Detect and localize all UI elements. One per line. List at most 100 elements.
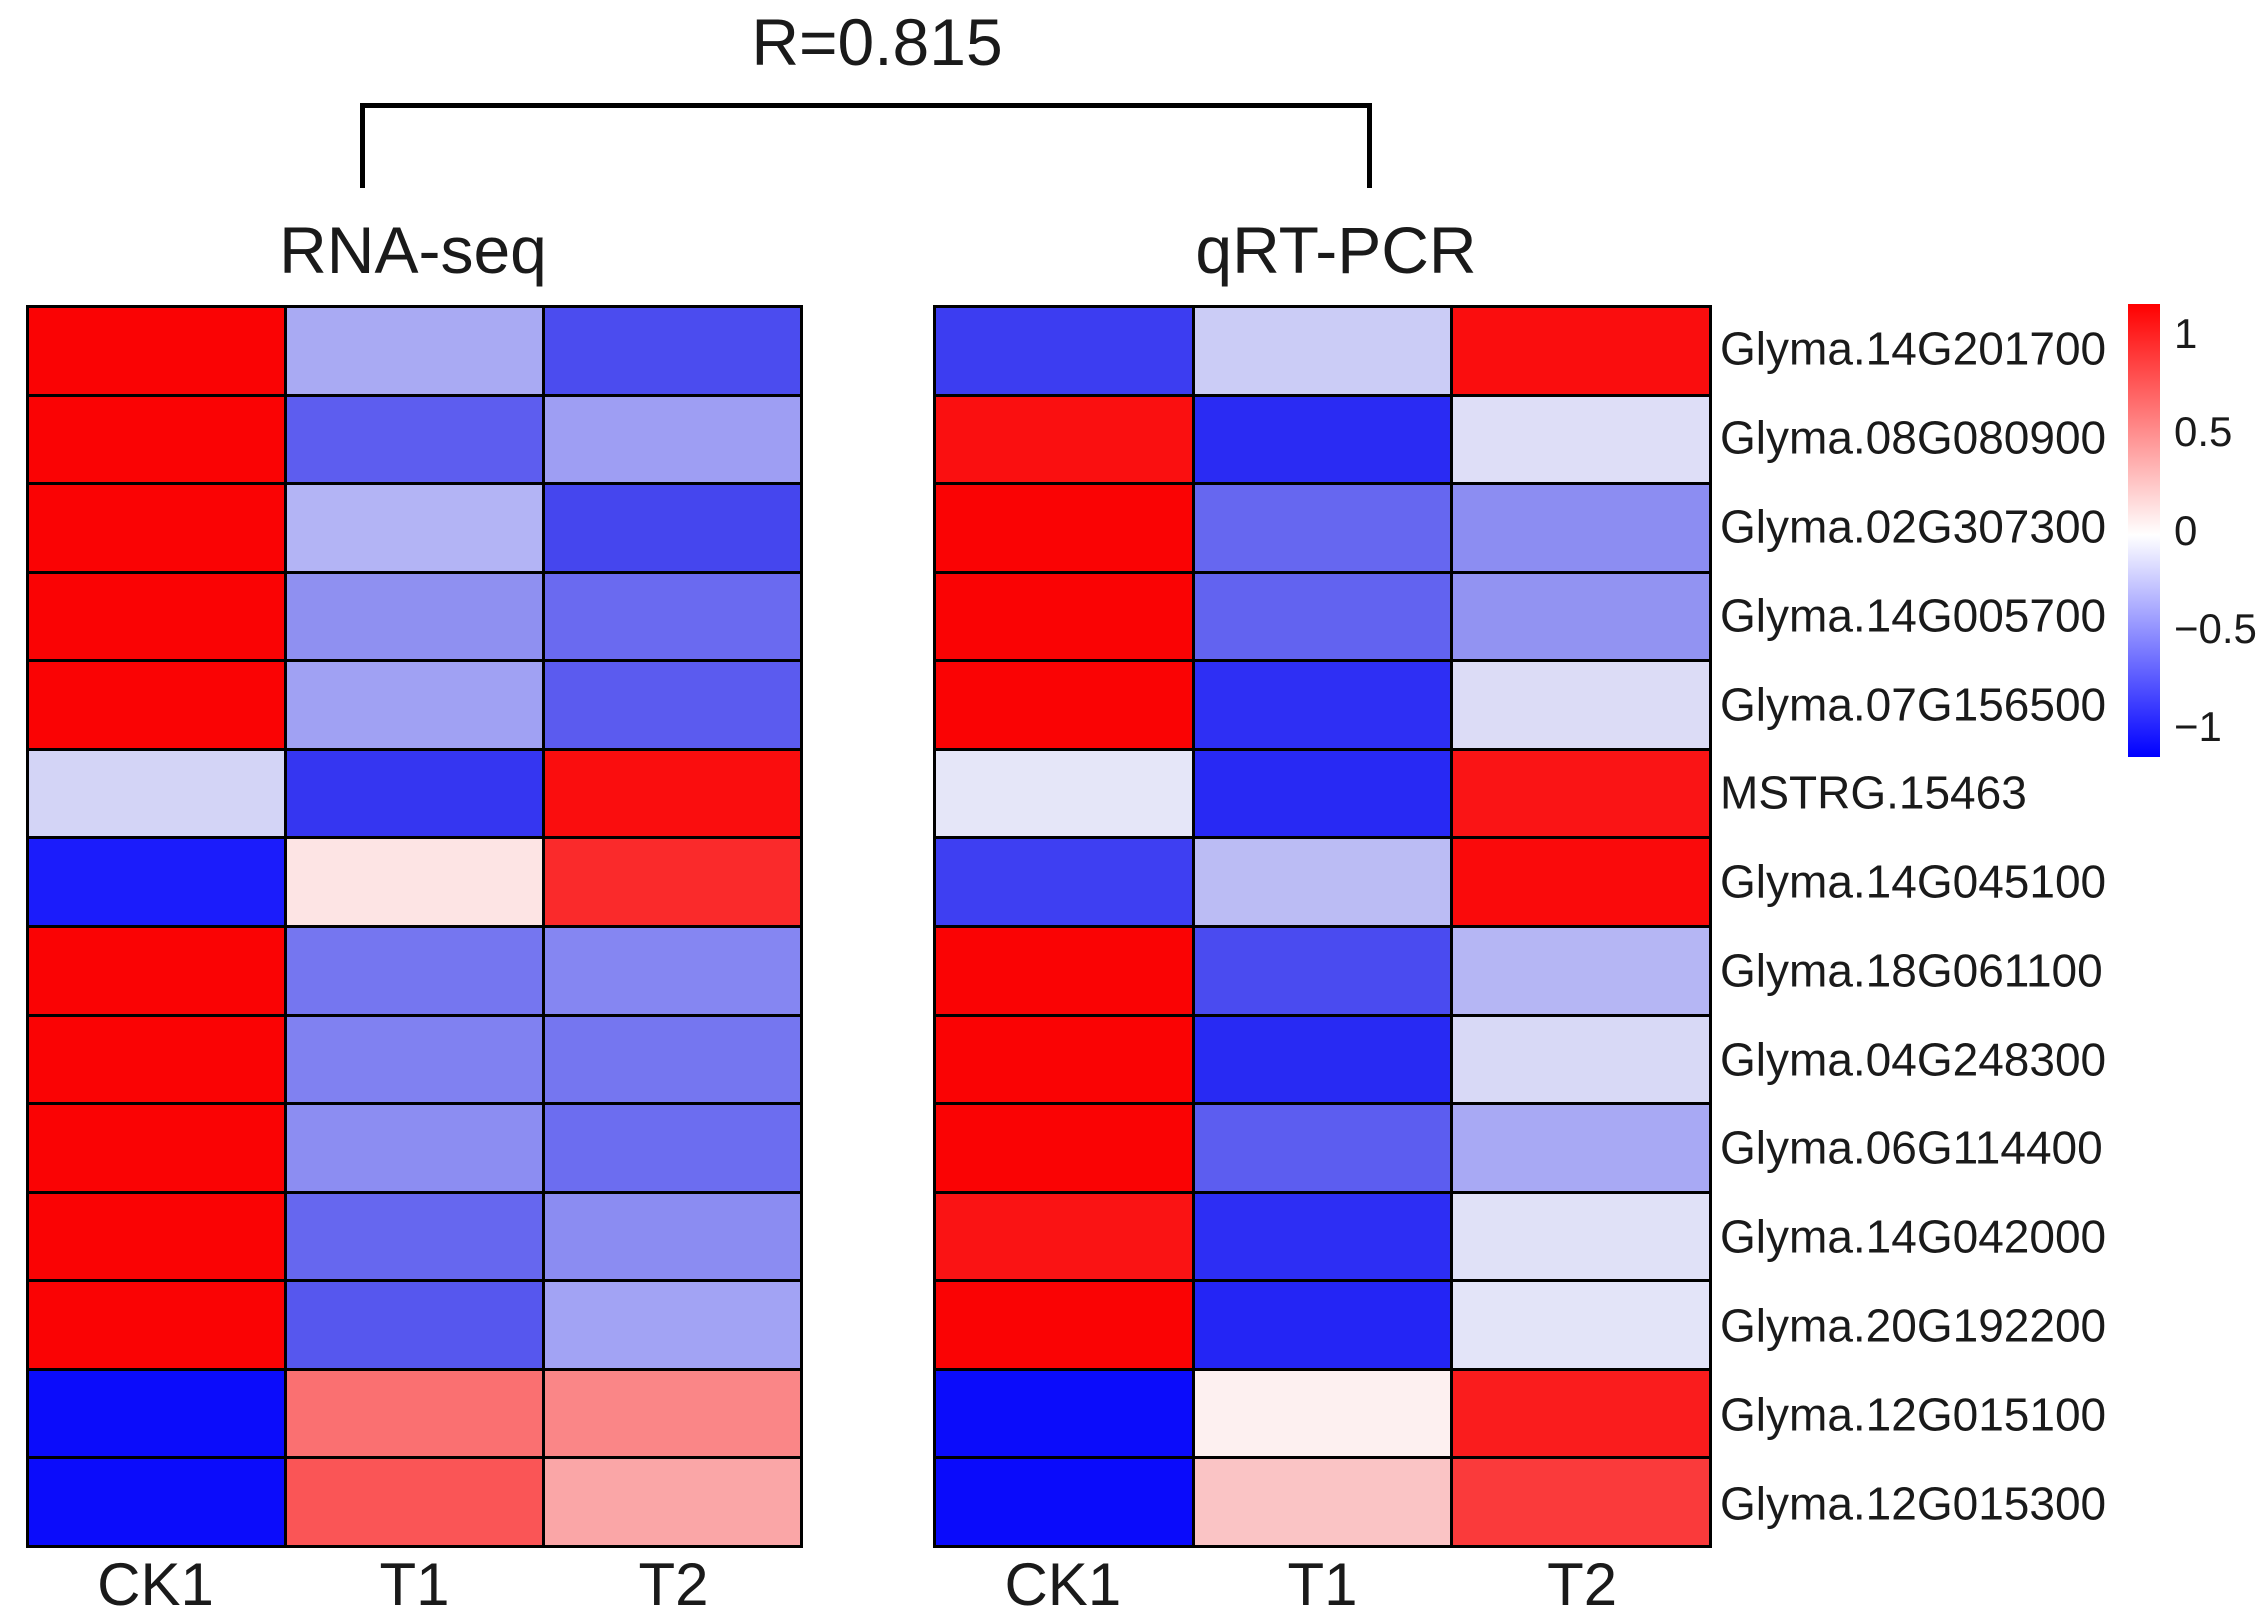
heatmap-cell-RNA-seq-r6-c2	[287, 750, 542, 837]
heatmap-cell-qRT-PCR-r13-c2	[1194, 1370, 1451, 1457]
heatmap-cell-qRT-PCR-r6-c1	[936, 750, 1192, 837]
heatmap-cell-RNA-seq-r11-c3	[545, 1193, 800, 1280]
gene-label-Glyma.02G307300: Glyma.02G307300	[1720, 500, 2107, 553]
heatmap-cell-RNA-seq-r12-c3	[545, 1282, 800, 1368]
heatmap-cell-qRT-PCR-r2-c1	[936, 396, 1192, 483]
heatmap-cell-qRT-PCR-r7-c1	[936, 839, 1192, 925]
heatmap-cell-RNA-seq-r10-c2	[287, 1105, 542, 1191]
heatmap-cell-RNA-seq-r13-c1	[29, 1370, 284, 1457]
column-label-qRT-PCR-T1: T1	[1287, 1551, 1358, 1618]
heatmap-cell-qRT-PCR-r4-c1	[936, 573, 1192, 660]
correlation-title: R=0.815	[751, 5, 1003, 79]
heatmap-cell-qRT-PCR-r9-c2	[1194, 1016, 1451, 1103]
heatmap-cell-RNA-seq-r14-c2	[287, 1459, 542, 1545]
heatmap-cell-RNA-seq-r13-c3	[545, 1370, 800, 1457]
heatmap-cell-qRT-PCR-r4-c2	[1194, 573, 1451, 660]
heatmap-cell-qRT-PCR-r8-c3	[1453, 927, 1709, 1014]
heatmap-cell-qRT-PCR-r3-c2	[1194, 485, 1451, 571]
heatmap-cell-RNA-seq-r9-c3	[545, 1016, 800, 1103]
heatmap-cell-qRT-PCR-r12-c3	[1453, 1282, 1709, 1368]
heatmap-cell-RNA-seq-r4-c3	[545, 573, 800, 660]
heatmap-cell-RNA-seq-r8-c2	[287, 927, 542, 1014]
gene-label-Glyma.20G192200: Glyma.20G192200	[1720, 1299, 2107, 1352]
heatmap-cell-qRT-PCR-r11-c3	[1453, 1193, 1709, 1280]
heatmap-cell-RNA-seq-r1-c3	[545, 308, 800, 394]
heatmap-qrtpcr	[933, 305, 1712, 1548]
gene-label-Glyma.04G248300: Glyma.04G248300	[1720, 1033, 2107, 1086]
heatmap-cell-RNA-seq-r4-c1	[29, 573, 284, 660]
heatmap-cell-RNA-seq-r14-c1	[29, 1459, 284, 1545]
colorbar-tick--1: −1	[2174, 703, 2222, 751]
heatmap-cell-RNA-seq-r3-c1	[29, 485, 284, 571]
heatmap-cell-qRT-PCR-r8-c2	[1194, 927, 1451, 1014]
colorbar-tick--0.5: −0.5	[2174, 604, 2257, 652]
heatmap-cell-qRT-PCR-r5-c2	[1194, 662, 1451, 748]
heatmap-cell-qRT-PCR-r10-c2	[1194, 1105, 1451, 1191]
heatmap-cell-RNA-seq-r7-c3	[545, 839, 800, 925]
heatmap-cell-RNA-seq-r9-c2	[287, 1016, 542, 1103]
colorbar-tick-0: 0	[2174, 506, 2198, 554]
column-label-qRT-PCR-T2: T2	[1547, 1551, 1618, 1618]
heatmap-cell-qRT-PCR-r13-c3	[1453, 1370, 1709, 1457]
gene-label-Glyma.14G042000: Glyma.14G042000	[1720, 1210, 2107, 1263]
heatmap-cell-qRT-PCR-r13-c1	[936, 1370, 1192, 1457]
colorbar-tick-0.5: 0.5	[2174, 408, 2233, 456]
heatmap-cell-qRT-PCR-r11-c2	[1194, 1193, 1451, 1280]
gene-label-Glyma.12G015300: Glyma.12G015300	[1720, 1477, 2107, 1530]
heatmap-cell-RNA-seq-r11-c2	[287, 1193, 542, 1280]
heatmap-rnaseq	[26, 305, 803, 1548]
heatmap-cell-RNA-seq-r8-c1	[29, 927, 284, 1014]
heatmap-cell-qRT-PCR-r7-c2	[1194, 839, 1451, 925]
heatmap-cell-qRT-PCR-r14-c2	[1194, 1459, 1451, 1545]
heatmap-cell-qRT-PCR-r7-c3	[1453, 839, 1709, 925]
heatmap-cell-qRT-PCR-r10-c3	[1453, 1105, 1709, 1191]
column-label-RNA-seq-T1: T1	[379, 1551, 450, 1618]
gene-label-Glyma.06G114400: Glyma.06G114400	[1720, 1122, 2103, 1175]
heatmap-cell-qRT-PCR-r5-c3	[1453, 662, 1709, 748]
heatmap-cell-RNA-seq-r11-c1	[29, 1193, 284, 1280]
heatmap-cell-qRT-PCR-r12-c1	[936, 1282, 1192, 1368]
heatmap-cell-RNA-seq-r5-c3	[545, 662, 800, 748]
heatmap-cell-RNA-seq-r12-c1	[29, 1282, 284, 1368]
heatmap-cell-RNA-seq-r13-c2	[287, 1370, 542, 1457]
heatmap-cell-RNA-seq-r3-c3	[545, 485, 800, 571]
heatmap-cell-RNA-seq-r5-c1	[29, 662, 284, 748]
heatmap-cell-qRT-PCR-r5-c1	[936, 662, 1192, 748]
heatmap-cell-qRT-PCR-r8-c1	[936, 927, 1192, 1014]
heatmap-cell-qRT-PCR-r3-c3	[1453, 485, 1709, 571]
heatmap-cell-qRT-PCR-r6-c3	[1453, 750, 1709, 837]
heatmap-cell-qRT-PCR-r9-c3	[1453, 1016, 1709, 1103]
heatmap-cell-qRT-PCR-r2-c3	[1453, 396, 1709, 483]
heatmap-cell-qRT-PCR-r3-c1	[936, 485, 1192, 571]
heatmap-cell-RNA-seq-r1-c1	[29, 308, 284, 394]
heatmap-cell-RNA-seq-r3-c2	[287, 485, 542, 571]
gene-label-MSTRG.15463: MSTRG.15463	[1720, 767, 2027, 820]
bracket-left-tick	[360, 103, 365, 188]
heatmap-cell-qRT-PCR-r12-c2	[1194, 1282, 1451, 1368]
heatmap-cell-RNA-seq-r10-c3	[545, 1105, 800, 1191]
heatmap-cell-RNA-seq-r9-c1	[29, 1016, 284, 1103]
bracket-right-tick	[1367, 103, 1372, 188]
column-label-qRT-PCR-CK1: CK1	[1004, 1551, 1122, 1618]
heatmap-cell-RNA-seq-r6-c3	[545, 750, 800, 837]
heatmap-cell-qRT-PCR-r1-c2	[1194, 308, 1451, 394]
heatmap-cell-RNA-seq-r7-c2	[287, 839, 542, 925]
heatmap-cell-RNA-seq-r7-c1	[29, 839, 284, 925]
gene-label-Glyma.12G015100: Glyma.12G015100	[1720, 1388, 2107, 1441]
column-label-RNA-seq-CK1: CK1	[97, 1551, 214, 1618]
heatmap-cell-RNA-seq-r12-c2	[287, 1282, 542, 1368]
heatmap-cell-RNA-seq-r2-c3	[545, 396, 800, 483]
panel-label-qrtpcr: qRT-PCR	[1195, 213, 1477, 287]
bracket-horizontal-line	[360, 103, 1372, 108]
heatmap-cell-qRT-PCR-r6-c2	[1194, 750, 1451, 837]
gene-label-Glyma.14G005700: Glyma.14G005700	[1720, 589, 2107, 642]
panel-label-rnaseq: RNA-seq	[279, 213, 547, 287]
heatmap-cell-qRT-PCR-r1-c1	[936, 308, 1192, 394]
heatmap-cell-qRT-PCR-r4-c3	[1453, 573, 1709, 660]
heatmap-cell-RNA-seq-r4-c2	[287, 573, 542, 660]
heatmap-cell-RNA-seq-r8-c3	[545, 927, 800, 1014]
colorbar-tick-1: 1	[2174, 309, 2198, 357]
heatmap-cell-RNA-seq-r2-c2	[287, 396, 542, 483]
heatmap-cell-RNA-seq-r6-c1	[29, 750, 284, 837]
